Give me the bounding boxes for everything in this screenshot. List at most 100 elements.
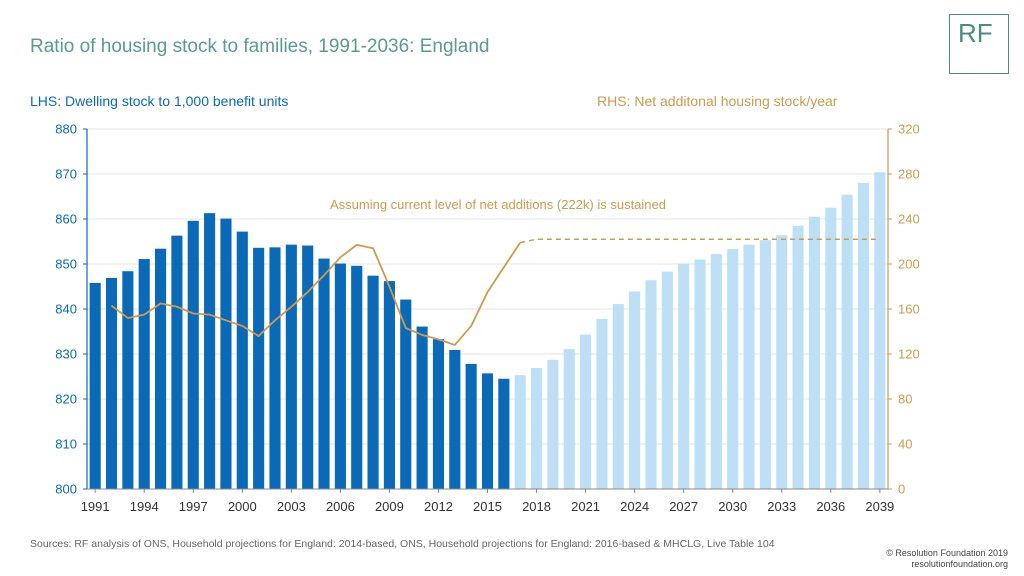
bar <box>596 318 608 489</box>
bar <box>122 271 134 489</box>
bar <box>171 235 183 489</box>
x-tick-label: 2015 <box>473 499 502 514</box>
right-tick-label: 240 <box>898 212 920 227</box>
projection-annotation: Assuming current level of net additions … <box>330 197 666 212</box>
x-tick-label: 2018 <box>522 499 551 514</box>
right-tick-label: 160 <box>898 302 920 317</box>
bar <box>808 216 820 489</box>
left-axis-title: LHS: Dwelling stock to 1,000 benefit uni… <box>30 93 289 109</box>
bar <box>220 218 232 490</box>
bar <box>351 265 363 489</box>
x-tick-label: 2033 <box>767 499 796 514</box>
bar <box>465 363 477 489</box>
bar <box>710 254 722 489</box>
bar <box>155 248 167 489</box>
x-tick-label: 2021 <box>571 499 600 514</box>
bar <box>563 349 575 489</box>
bar <box>678 263 690 489</box>
bar <box>514 375 526 489</box>
bar <box>645 280 657 489</box>
bar <box>416 326 428 489</box>
bar <box>318 258 330 489</box>
copyright: © Resolution Foundation 2019 resolutionf… <box>886 548 1008 570</box>
bar <box>367 275 379 489</box>
left-tick-label: 850 <box>55 257 77 272</box>
rf-logo-text: RF <box>958 18 993 48</box>
bar <box>187 220 199 490</box>
bar <box>743 244 755 489</box>
bar <box>530 367 543 489</box>
bar <box>236 231 248 489</box>
left-tick-label: 870 <box>55 167 77 182</box>
left-tick-label: 810 <box>55 437 77 452</box>
rf-logo: RF <box>949 14 1009 74</box>
bar <box>694 259 706 489</box>
bar <box>841 194 853 489</box>
bar <box>302 245 314 489</box>
bar <box>138 259 150 489</box>
bar <box>792 225 804 489</box>
bar <box>269 247 281 489</box>
bar <box>383 281 395 489</box>
bar <box>204 213 216 489</box>
left-tick-label: 860 <box>55 212 77 227</box>
right-tick-label: 80 <box>898 392 912 407</box>
bar <box>334 263 346 489</box>
copyright-line: © Resolution Foundation 2019 <box>886 548 1008 558</box>
x-tick-label: 1991 <box>81 499 110 514</box>
bar <box>285 244 297 489</box>
right-tick-label: 40 <box>898 437 912 452</box>
right-tick-label: 120 <box>898 347 920 362</box>
bar-series <box>89 172 886 490</box>
x-tick-label: 2024 <box>620 499 649 514</box>
bar <box>727 249 739 489</box>
right-tick-label: 0 <box>898 482 905 497</box>
chart-title: Ratio of housing stock to families, 1991… <box>30 36 490 57</box>
line-series <box>110 238 880 347</box>
right-axis-title: RHS: Net additonal housing stock/year <box>597 93 838 109</box>
bar <box>629 291 641 489</box>
x-tick-label: 2036 <box>816 499 845 514</box>
left-tick-label: 840 <box>55 302 77 317</box>
x-tick-label: 2003 <box>277 499 306 514</box>
rhs-line-actual <box>110 242 521 347</box>
x-tick-label: 2000 <box>228 499 257 514</box>
website-line: resolutionfoundation.org <box>911 559 1008 569</box>
left-tick-label: 830 <box>55 347 77 362</box>
bar <box>857 183 870 489</box>
bar <box>759 240 771 489</box>
x-tick-label: 1994 <box>130 499 159 514</box>
bar <box>612 304 624 489</box>
bar <box>498 378 510 489</box>
bar <box>547 359 559 489</box>
bar <box>449 349 461 489</box>
bar <box>661 271 673 489</box>
left-tick-label: 820 <box>55 392 77 407</box>
x-tick-label: 2030 <box>718 499 747 514</box>
right-tick-label: 280 <box>898 167 920 182</box>
left-tick-label: 880 <box>55 122 77 137</box>
right-tick-label: 320 <box>898 122 920 137</box>
x-tick-label: 2012 <box>424 499 453 514</box>
bar <box>400 299 412 489</box>
left-tick-label: 800 <box>55 482 77 497</box>
bar <box>825 207 837 489</box>
axes: 800 810 820 830 840 850 860 870 880 0 40 80 120 160 20… <box>55 122 919 515</box>
bar <box>481 373 494 489</box>
bar <box>874 172 886 489</box>
x-tick-label: 2039 <box>865 499 894 514</box>
bar <box>89 282 101 489</box>
bar <box>253 247 265 489</box>
source-note: Sources: RF analysis of ONS, Household p… <box>30 538 775 550</box>
x-tick-label: 2006 <box>326 499 355 514</box>
right-tick-label: 200 <box>898 257 920 272</box>
x-tick-label: 2027 <box>669 499 698 514</box>
bar <box>432 339 445 489</box>
bar <box>580 334 592 489</box>
bar <box>776 235 788 489</box>
x-tick-label: 2009 <box>375 499 404 514</box>
bar <box>105 277 118 489</box>
rhs-line-projection <box>520 238 880 244</box>
x-tick-label: 1997 <box>179 499 208 514</box>
